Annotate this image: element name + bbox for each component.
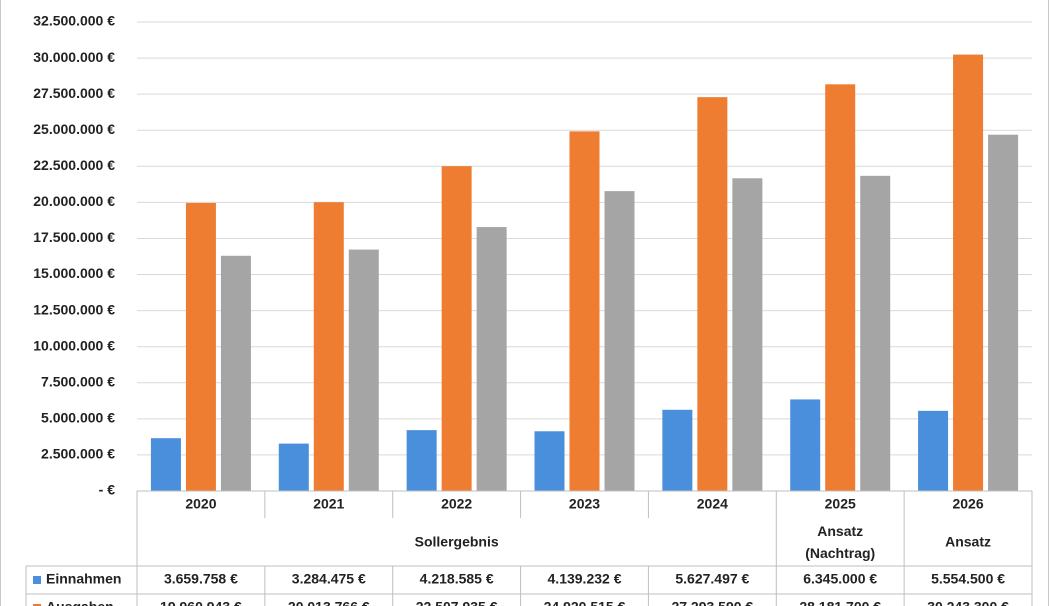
x-tick-label: 2023	[569, 496, 600, 512]
y-tick-label: 2.500.000 €	[41, 446, 115, 462]
table-value: 20.013.766 €	[288, 599, 370, 606]
bar	[918, 410, 949, 491]
y-tick-label: 10.000.000 €	[33, 337, 115, 353]
y-tick-label: - €	[99, 482, 116, 498]
bar	[220, 255, 251, 491]
table-value: 19.960.943 €	[160, 599, 242, 606]
table-value: 4.139.232 €	[548, 571, 622, 587]
x-tick-label: 2021	[313, 496, 344, 512]
bar	[348, 249, 379, 491]
x-tick-label: 2022	[441, 496, 472, 512]
y-tick-label: 15.000.000 €	[33, 265, 115, 281]
x-tick-label: 2020	[185, 496, 216, 512]
bar	[988, 134, 1019, 491]
legend-label: Ausgaben	[46, 599, 114, 606]
bar	[278, 443, 309, 491]
y-tick-label: 30.000.000 €	[33, 49, 115, 65]
table-value: 22.507.935 €	[416, 599, 498, 606]
bar	[662, 409, 693, 491]
bar	[476, 227, 507, 492]
table-value: 3.659.758 €	[164, 571, 238, 587]
bar	[534, 431, 565, 491]
y-tick-label: 27.500.000 €	[33, 85, 115, 101]
bar	[825, 84, 856, 491]
table-value: 27.293.590 €	[671, 599, 753, 606]
bar	[860, 175, 891, 491]
y-tick-label: 22.500.000 €	[33, 157, 115, 173]
y-tick-label: 12.500.000 €	[33, 301, 115, 317]
bar	[732, 178, 763, 492]
y-tick-label: 20.000.000 €	[33, 193, 115, 209]
table-value: 5.554.500 €	[931, 571, 1005, 587]
bar	[313, 202, 344, 491]
bar	[569, 131, 600, 491]
bar	[406, 430, 437, 491]
category-group-label: Ansatz (Nachtrag)	[805, 523, 875, 561]
table-value: 6.345.000 €	[803, 571, 877, 587]
category-group-label: Ansatz	[945, 534, 991, 550]
y-tick-label: 17.500.000 €	[33, 229, 115, 245]
bar	[604, 191, 635, 492]
legend-swatch	[33, 604, 41, 606]
y-tick-label: 5.000.000 €	[41, 410, 115, 426]
table-value: 4.218.585 €	[420, 571, 494, 587]
bar	[953, 54, 984, 491]
table-value: 24.920.515 €	[544, 599, 626, 606]
legend-swatch	[33, 576, 41, 584]
category-group-label: Sollergebnis	[415, 534, 499, 550]
bar	[697, 97, 728, 491]
bar	[790, 399, 821, 491]
x-tick-label: 2024	[697, 496, 728, 512]
table-value: 5.627.497 €	[675, 571, 749, 587]
legend-label: Einnahmen	[46, 571, 121, 587]
y-tick-label: 32.500.000 €	[33, 13, 115, 29]
bar	[150, 438, 181, 491]
bar	[441, 166, 472, 492]
table-value: 3.284.475 €	[292, 571, 366, 587]
y-tick-label: 7.500.000 €	[41, 373, 115, 389]
bar	[185, 202, 216, 491]
x-tick-label: 2025	[825, 496, 856, 512]
x-tick-label: 2026	[952, 496, 983, 512]
table-value: 30.243.300 €	[927, 599, 1009, 606]
y-tick-label: 25.000.000 €	[33, 121, 115, 137]
table-value: 28.181.700 €	[799, 599, 881, 606]
